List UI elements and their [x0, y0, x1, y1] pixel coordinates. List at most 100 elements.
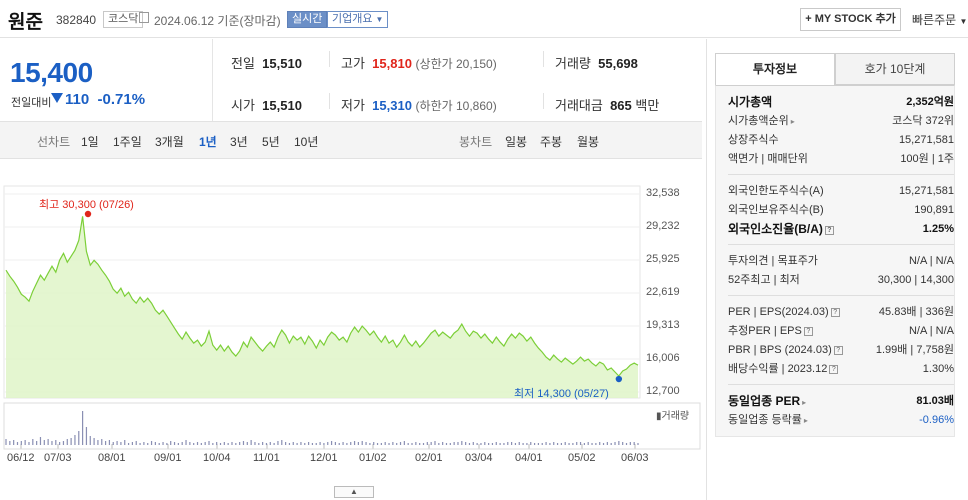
volume-bar	[173, 442, 176, 445]
volume-bar	[556, 443, 559, 445]
volume-bar	[419, 443, 421, 445]
tab-10y[interactable]: 10년	[294, 135, 319, 149]
help-icon: ?	[803, 327, 813, 336]
quote-date: 2024.06.12 기준(장마감)	[154, 14, 281, 28]
corp-overview-dropdown[interactable]: 기업개요 ▼	[327, 11, 389, 28]
down-arrow-icon	[51, 93, 63, 103]
volume-bar	[457, 442, 459, 445]
volume-bar	[327, 442, 329, 445]
volume-bar	[66, 439, 68, 445]
industry-rate-row[interactable]: 동일업종 등락률 ▸ -0.96%	[728, 414, 954, 426]
volume-bar	[223, 442, 225, 445]
volume-bar	[93, 438, 95, 445]
opinion-row: 투자의견 | 목표주가 N/A | N/A	[728, 255, 954, 267]
volume-bar	[415, 442, 417, 445]
tab-1d[interactable]: 1일	[81, 135, 99, 149]
volume-bar	[365, 442, 367, 445]
pbr-row: PBR | BPS (2024.03)? 1.99배 | 7,758원	[728, 344, 954, 356]
x-tick-label: 10/04	[203, 452, 231, 464]
line-chart-label: 선차트	[37, 135, 71, 149]
volume-bar	[572, 443, 574, 445]
volume-bar	[219, 443, 222, 445]
tab-weekly[interactable]: 주봉	[540, 135, 563, 149]
help-icon: ?	[824, 226, 834, 235]
volume-bar	[472, 442, 474, 445]
volume-bar	[346, 443, 348, 445]
volume-bar	[622, 442, 624, 445]
volume-bar	[24, 440, 26, 445]
change-label: 전일대비	[11, 97, 52, 109]
volume-bar	[602, 443, 605, 445]
volume-bar	[59, 442, 61, 445]
tab-5y[interactable]: 5년	[262, 135, 280, 149]
volume-bar	[484, 442, 486, 445]
volume-bar	[108, 440, 111, 445]
volume-bar	[51, 441, 53, 445]
volume-bar	[70, 438, 72, 445]
tab-daily[interactable]: 일봉	[505, 135, 528, 149]
volume-bar	[396, 443, 398, 445]
foreign-hold-row: 외국인보유주식수(B) 190,891	[728, 204, 954, 216]
volume-bar	[445, 443, 448, 445]
chevron-right-icon: ▸	[790, 117, 795, 126]
volume-bar	[373, 442, 375, 445]
y-tick-label: 12,700	[646, 385, 680, 397]
volume-bar	[254, 442, 256, 445]
volume-bar	[342, 442, 344, 445]
cap-rank-row[interactable]: 시가총액순위 ▸ 코스닥 372위	[728, 115, 954, 127]
volume-bar	[216, 442, 218, 445]
chevron-up-icon: ▲	[350, 487, 358, 496]
volume-bar	[449, 443, 451, 445]
x-tick-label: 06/12	[7, 452, 35, 464]
volume-bar	[235, 443, 237, 445]
volume-bar	[269, 442, 271, 445]
price-chart[interactable]: 32,538 29,232 25,925 22,619 19,313 16,006 12,7…	[0, 160, 702, 500]
volume-bar	[101, 439, 103, 445]
volume-bar	[20, 441, 22, 445]
tab-invest-info[interactable]: 투자정보	[715, 53, 835, 85]
volume-bar	[116, 441, 118, 445]
volume-bar	[250, 440, 252, 445]
volume-bar	[131, 442, 133, 445]
volume-bar	[422, 443, 425, 445]
tab-hoga-10[interactable]: 호가 10단계	[835, 53, 955, 85]
quick-order-dropdown[interactable]: 빠른주문 ▼	[912, 13, 968, 27]
volume-bar	[143, 442, 145, 445]
est-per-row: 추정PER | EPS? N/A | N/A	[728, 325, 954, 337]
volume-bar	[311, 443, 314, 445]
volume-bar	[564, 442, 566, 445]
realtime-button[interactable]: 실시간	[287, 11, 328, 28]
volume-bar	[495, 442, 497, 445]
help-icon: ?	[830, 308, 840, 317]
volume-bar	[369, 443, 371, 445]
price-chart-svg[interactable]	[0, 160, 702, 500]
y-tick-label: 19,313	[646, 319, 680, 331]
volume-bar	[468, 443, 471, 445]
tab-3y[interactable]: 3년	[230, 135, 248, 149]
volume-bar	[407, 443, 409, 445]
y-tick-label: 32,538	[646, 187, 680, 199]
stock-header: 원준 382840 코스닥 2024.06.12 기준(장마감) 실시간 기업개…	[0, 0, 968, 38]
volume-bar	[200, 443, 202, 445]
volume-bar	[120, 442, 122, 445]
tab-1w[interactable]: 1주일	[113, 135, 142, 149]
shares-row: 상장주식수 15,271,581	[728, 134, 954, 146]
calendar-icon	[139, 12, 149, 23]
volume-bar	[491, 443, 494, 445]
volume-bar	[576, 442, 578, 445]
tab-3m[interactable]: 3개월	[155, 135, 184, 149]
tab-monthly[interactable]: 월봉	[577, 135, 600, 149]
volume-bar	[637, 443, 639, 445]
volume-bar	[13, 440, 15, 445]
volume-bar	[507, 442, 509, 445]
invest-info-panel: 투자정보 호가 10단계 시가총액 2,352억원 시가총액순위 ▸ 코스닥 372위…	[706, 39, 968, 500]
industry-per-row[interactable]: 동일업종 PER ▸ 81.03배	[728, 394, 954, 408]
volume-bar	[124, 440, 126, 445]
volume-bar	[170, 441, 172, 445]
collapse-button[interactable]: ▲	[334, 486, 374, 498]
tab-1y[interactable]: 1년	[199, 135, 217, 149]
add-mystock-button[interactable]: + MY STOCK 추가	[800, 8, 901, 31]
chevron-right-icon: ▸	[803, 416, 808, 425]
volume-bar	[403, 441, 405, 445]
volume-bar	[629, 442, 631, 445]
